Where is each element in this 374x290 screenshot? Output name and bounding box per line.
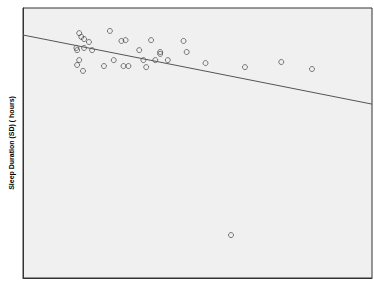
svg-text:Sleep Duration (SD) ( hours): Sleep Duration (SD) ( hours) (8, 96, 16, 190)
